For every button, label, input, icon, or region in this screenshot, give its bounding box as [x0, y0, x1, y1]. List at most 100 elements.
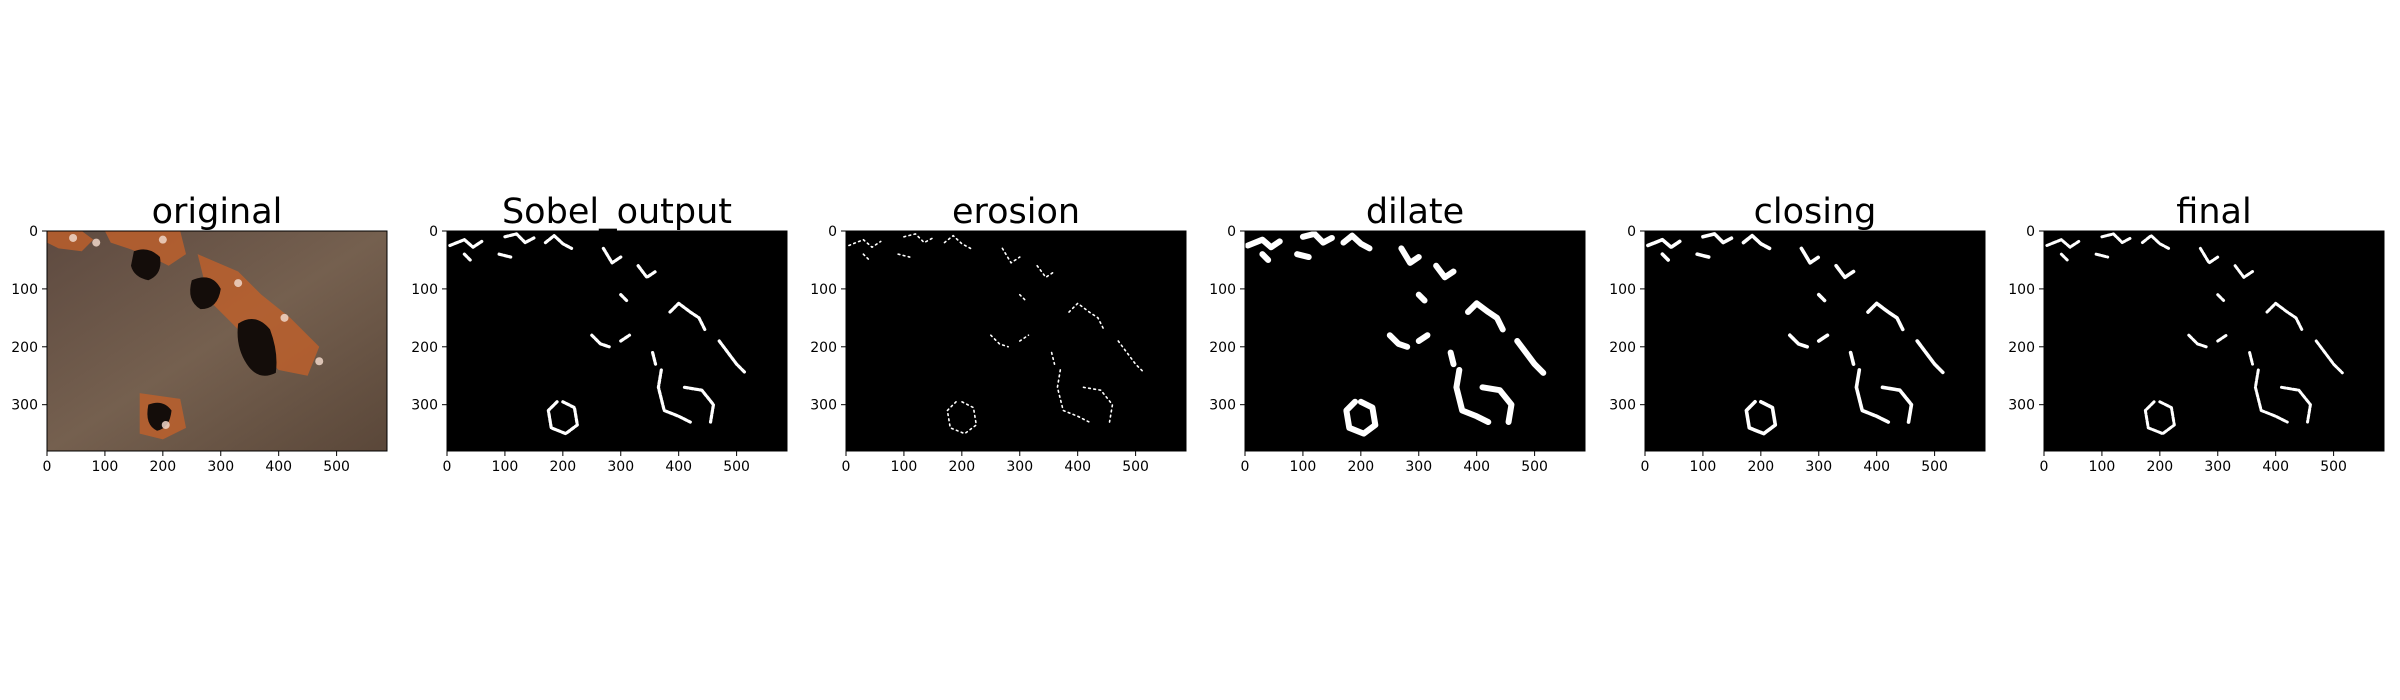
highlight	[161, 420, 170, 429]
edge-blob	[1082, 386, 1114, 423]
edge-blob	[2233, 264, 2255, 279]
highlight	[234, 279, 243, 288]
y-tick-label: 100	[1209, 282, 1236, 298]
y-tick-label: 100	[11, 282, 38, 298]
edge-blob	[619, 333, 632, 343]
highlight	[92, 238, 101, 247]
x-tick-label: 400	[1064, 459, 1091, 475]
edge-blob	[943, 234, 972, 250]
edge-blob	[1036, 264, 1056, 279]
y-tick-label: 300	[810, 398, 837, 414]
x-tick-label: 0	[2040, 459, 2049, 475]
edge-blob	[1880, 385, 1914, 424]
y-tick-label: 0	[2026, 224, 2035, 240]
x-tick-label: 100	[891, 459, 918, 475]
edge-blob	[448, 238, 484, 249]
edge-blob	[2253, 368, 2289, 424]
highlight	[158, 235, 167, 244]
edge-blob	[1464, 300, 1506, 333]
edge-blob	[1816, 292, 1827, 303]
x-tick-label: 200	[149, 459, 176, 475]
edge-blob	[1848, 350, 1856, 366]
x-tick-label: 300	[2204, 459, 2231, 475]
edge-blob	[2248, 351, 2255, 366]
edge-blob	[1340, 232, 1373, 252]
edge-blob	[2143, 400, 2176, 436]
y-tick-label: 300	[1609, 398, 1636, 414]
edge-blob	[1001, 247, 1021, 264]
edge-blob	[1398, 245, 1422, 266]
y-tick-label: 200	[1209, 340, 1236, 356]
x-tick-label: 0	[1641, 459, 1650, 475]
edge-blob	[990, 334, 1009, 348]
axes-frame	[2043, 230, 2385, 452]
y-tick-label: 200	[810, 340, 837, 356]
edge-blob	[1294, 251, 1312, 261]
edge-blob	[2216, 293, 2226, 302]
x-tick-label: 0	[842, 459, 851, 475]
x-tick-label: 300	[1405, 459, 1432, 475]
edge-blob	[503, 232, 536, 245]
edge-blob	[2198, 246, 2220, 265]
x-tick-label: 500	[1122, 459, 1149, 475]
y-tick-label: 100	[411, 282, 438, 298]
edge-blob	[1433, 262, 1457, 281]
edge-blob	[1695, 252, 1711, 259]
edge-blob	[1117, 340, 1146, 374]
edge-blob	[1834, 263, 1856, 280]
y-tick-label: 0	[429, 224, 438, 240]
edge-blob	[848, 238, 882, 249]
edge-blob	[1816, 333, 1830, 343]
x-tick-label: 200	[1347, 459, 1374, 475]
x-tick-label: 200	[2146, 459, 2173, 475]
y-tick-label: 0	[1627, 224, 1636, 240]
y-tick-label: 0	[828, 224, 837, 240]
y-tick-label: 300	[411, 398, 438, 414]
x-tick-label: 500	[1521, 459, 1548, 475]
edge-blob	[862, 253, 870, 261]
panel-title: erosion	[952, 192, 1080, 232]
edge-blob	[656, 368, 692, 424]
edge-blob	[1068, 302, 1105, 331]
edge-blob	[636, 264, 658, 279]
edge-blob	[2059, 252, 2069, 262]
x-tick-label: 300	[1805, 459, 1832, 475]
y-tick-label: 300	[1209, 398, 1236, 414]
edge-blob	[1018, 334, 1030, 342]
panel-title: final	[2176, 192, 2251, 232]
edge-blob	[1701, 232, 1734, 245]
x-tick-label: 200	[549, 459, 576, 475]
highlight	[69, 233, 78, 242]
panel-image	[846, 231, 1186, 451]
edge-blob	[1050, 351, 1056, 365]
edge-blob	[462, 252, 472, 262]
y-tick-label: 200	[1609, 340, 1636, 356]
mask-background	[1245, 231, 1585, 451]
edge-blob	[1386, 332, 1411, 350]
edge-blob	[717, 339, 747, 375]
x-tick-label: 100	[492, 459, 519, 475]
edge-blob	[1245, 236, 1283, 251]
x-tick-label: 400	[265, 459, 292, 475]
hole	[130, 249, 161, 281]
panel-sobel-output: Sobel_output 0 100 200 300 400 500 0 100 200 300	[411, 192, 788, 475]
edge-blob	[1056, 369, 1091, 423]
x-tick-label: 300	[1006, 459, 1033, 475]
edge-blob	[897, 253, 911, 258]
edge-blob	[1018, 293, 1027, 302]
edge-blob	[543, 234, 574, 250]
edge-blob	[1299, 231, 1335, 246]
edge-blob	[1415, 332, 1431, 344]
edge-blob	[1854, 368, 1891, 424]
x-tick-label: 500	[1921, 459, 1948, 475]
x-tick-label: 0	[1241, 459, 1250, 475]
axes-frame	[446, 230, 788, 452]
panel-image	[447, 231, 787, 451]
edge-blob	[2216, 333, 2228, 343]
mask-background	[1645, 231, 1985, 451]
panel-dilate: dilate 0 100 200 300 400 500 0 100 200 300	[1209, 192, 1586, 475]
x-tick-label: 300	[207, 459, 234, 475]
panel-final: final 0 100 200 300 400 500 0 100 200 300	[2008, 192, 2385, 475]
x-tick-label: 0	[443, 459, 452, 475]
edge-blob	[668, 301, 707, 332]
